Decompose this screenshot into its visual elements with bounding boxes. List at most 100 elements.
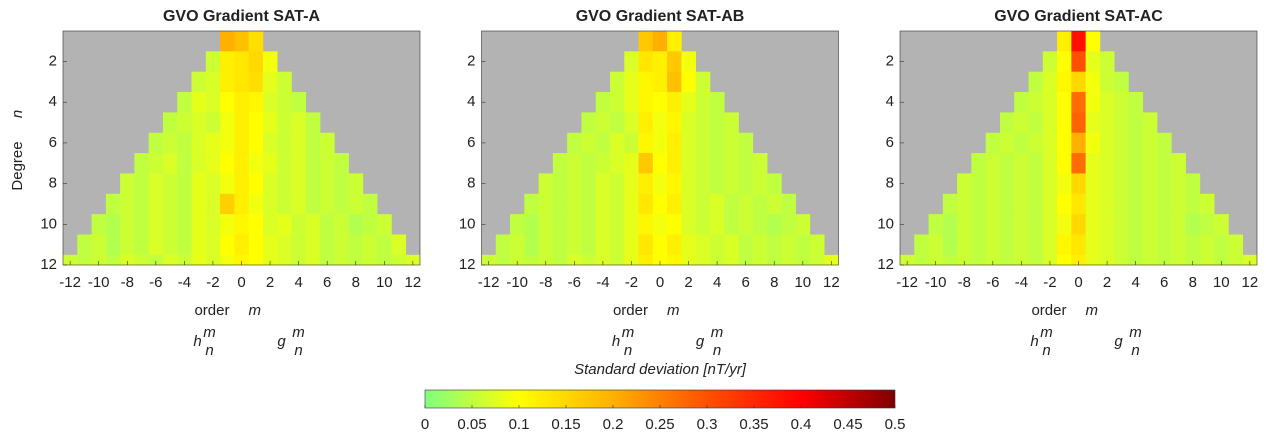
cell — [1085, 51, 1101, 72]
cell — [1099, 193, 1115, 215]
cell — [681, 51, 696, 72]
cell — [795, 234, 811, 256]
colorbar-tick-label: 0.25 — [645, 416, 674, 433]
coef-base: g — [696, 333, 705, 350]
cell — [320, 214, 335, 235]
cell — [1085, 92, 1101, 113]
x-tick-label: 10 — [376, 274, 393, 291]
cell — [638, 112, 654, 134]
cell — [120, 173, 135, 195]
cell — [610, 153, 625, 174]
cell — [581, 254, 597, 265]
coef-base: h — [612, 333, 620, 350]
cell — [1014, 193, 1029, 215]
cell — [1157, 214, 1172, 235]
cell — [1042, 92, 1058, 113]
x-tick-label: 10 — [794, 274, 811, 291]
cell — [524, 193, 539, 215]
x-tick-label: 8 — [1189, 274, 1197, 291]
y-tick-label: 8 — [49, 175, 57, 192]
cell — [205, 173, 221, 195]
cell — [1142, 173, 1158, 195]
y-axis-symbol: n — [9, 110, 26, 118]
y-tick-label: 4 — [49, 93, 57, 110]
cell — [248, 214, 264, 235]
cell — [624, 153, 639, 174]
cell — [695, 173, 711, 195]
cell — [638, 71, 654, 93]
x-axis-label: order — [194, 302, 229, 319]
cell — [752, 254, 768, 265]
cell — [667, 153, 682, 174]
cell — [552, 153, 568, 174]
coef-sub: n — [1131, 342, 1139, 359]
cell — [1057, 71, 1072, 93]
cell — [177, 193, 192, 215]
cell — [305, 214, 321, 235]
cell — [377, 214, 392, 235]
cell — [1028, 153, 1044, 174]
x-tick-label: -6 — [149, 274, 162, 291]
cell — [1014, 214, 1029, 235]
cell — [377, 254, 392, 265]
cell — [220, 31, 235, 52]
cell — [191, 214, 207, 235]
cell — [595, 132, 611, 154]
cell — [681, 132, 696, 154]
cell — [234, 214, 249, 235]
cell — [191, 153, 207, 174]
cell — [1071, 112, 1086, 134]
cell — [1071, 254, 1086, 265]
y-tick-label: 4 — [467, 93, 475, 110]
cell — [985, 132, 1001, 154]
cell — [1028, 132, 1044, 154]
cell — [1214, 214, 1229, 235]
cell — [291, 193, 307, 215]
cell — [624, 173, 639, 195]
cell — [928, 234, 944, 256]
colorbar-tick-label: 0.4 — [791, 416, 812, 433]
cell — [752, 173, 768, 195]
x-tick-label: -10 — [925, 274, 947, 291]
cell — [320, 254, 335, 265]
cell — [914, 254, 929, 265]
colorbar-tick-label: 0.5 — [885, 416, 906, 433]
cell — [709, 234, 725, 256]
cell — [610, 193, 625, 215]
y-axis-label: Degree — [9, 141, 26, 190]
cell — [234, 112, 249, 134]
x-tick-label: 2 — [1103, 274, 1111, 291]
y-tick-label: 12 — [40, 256, 57, 273]
x-tick-label: -10 — [88, 274, 110, 291]
cell — [1014, 254, 1029, 265]
cell — [134, 173, 149, 195]
cell — [610, 132, 625, 154]
cell — [205, 193, 221, 215]
cell — [262, 153, 278, 174]
cell — [538, 214, 554, 235]
cell — [809, 254, 825, 265]
cell — [148, 173, 164, 195]
cells — [63, 31, 420, 265]
cell — [234, 51, 249, 72]
cell — [724, 214, 739, 235]
cell — [334, 153, 349, 174]
cell — [767, 193, 782, 215]
cell — [1057, 173, 1072, 195]
y-tick-label: 10 — [40, 215, 57, 232]
cell — [1085, 193, 1101, 215]
cell — [305, 112, 321, 134]
cell — [695, 71, 711, 93]
cell — [738, 214, 754, 235]
coef-sub: n — [713, 342, 721, 359]
cell — [1028, 92, 1044, 113]
cell — [91, 214, 107, 235]
x-tick-label: 2 — [684, 274, 692, 291]
cell — [1042, 173, 1058, 195]
cell — [1057, 31, 1072, 52]
cell — [262, 234, 278, 256]
cell — [177, 153, 192, 174]
x-tick-label: 12 — [405, 274, 422, 291]
cell — [205, 153, 221, 174]
